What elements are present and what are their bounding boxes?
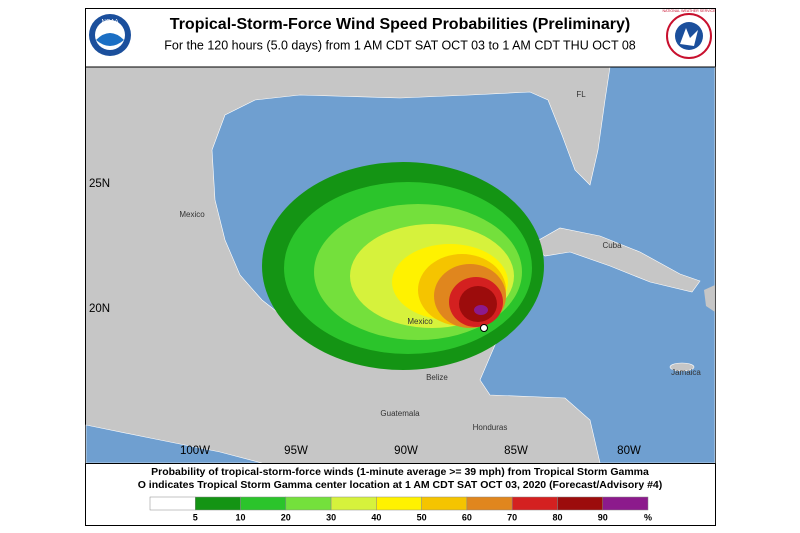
legend-label: 30 [326, 512, 336, 522]
legend-label: 70 [507, 512, 517, 522]
lon-label: 95W [284, 445, 308, 457]
legend-label: 50 [417, 512, 427, 522]
nws-logo: NATIONAL WEATHER SERVICE [663, 9, 717, 59]
noaa-logo: NOAA [89, 14, 131, 56]
jamaica [669, 362, 695, 372]
legend-label: 80 [552, 512, 562, 522]
place-label: FL [576, 90, 586, 99]
legend-swatch [195, 496, 241, 511]
place-label: Belize [426, 373, 448, 382]
legend-swatch [602, 496, 649, 511]
place-label: Jamaica [671, 368, 701, 377]
subtitle: For the 120 hours (5.0 days) from 1 AM C… [164, 38, 636, 52]
footer-line: Probability of tropical-storm-force wind… [151, 466, 649, 478]
hispaniola [704, 285, 715, 312]
title: Tropical-Storm-Force Wind Speed Probabil… [170, 16, 630, 33]
legend-swatch [557, 496, 603, 511]
lon-label: 80W [617, 445, 641, 457]
map: Mexico Mexico Cuba Belize Guatemala Hond… [85, 66, 716, 464]
legend-swatch [421, 496, 468, 511]
probability-field [262, 162, 544, 370]
legend-swatch [511, 496, 558, 511]
legend-swatch [285, 496, 332, 511]
place-label: Cuba [602, 241, 622, 250]
logo-text: NATIONAL WEATHER SERVICE [663, 9, 717, 13]
logo-text: NOAA [101, 20, 118, 26]
lat-label: 20N [89, 303, 110, 315]
cuba [529, 227, 701, 293]
place-label: Mexico [179, 210, 205, 219]
place-label: Mexico [407, 317, 433, 326]
legend: 5 10 20 30 40 50 60 70 80 90% [149, 496, 652, 522]
storm-center [480, 324, 488, 332]
legend-label: 20 [281, 512, 291, 522]
legend-swatch [330, 496, 377, 511]
legend-swatch [376, 496, 422, 511]
legend-label: 10 [236, 512, 246, 522]
pacific [85, 424, 263, 464]
place-label: Guatemala [380, 409, 420, 418]
legend-unit: % [644, 512, 652, 522]
footer-line: O indicates Tropical Storm Gamma center … [138, 479, 663, 491]
lon-label: 85W [504, 445, 528, 457]
legend-swatch [466, 496, 513, 511]
legend-label: 90 [598, 512, 608, 522]
legend-label: 5 [193, 512, 198, 522]
legend-label: 40 [371, 512, 381, 522]
lat-label: 25N [89, 178, 110, 190]
legend-label: 60 [462, 512, 472, 522]
lon-label: 90W [394, 445, 418, 457]
place-label: Honduras [473, 423, 508, 432]
legend-swatch [240, 496, 287, 511]
lon-label: 100W [180, 445, 210, 457]
legend-swatch [149, 496, 196, 511]
